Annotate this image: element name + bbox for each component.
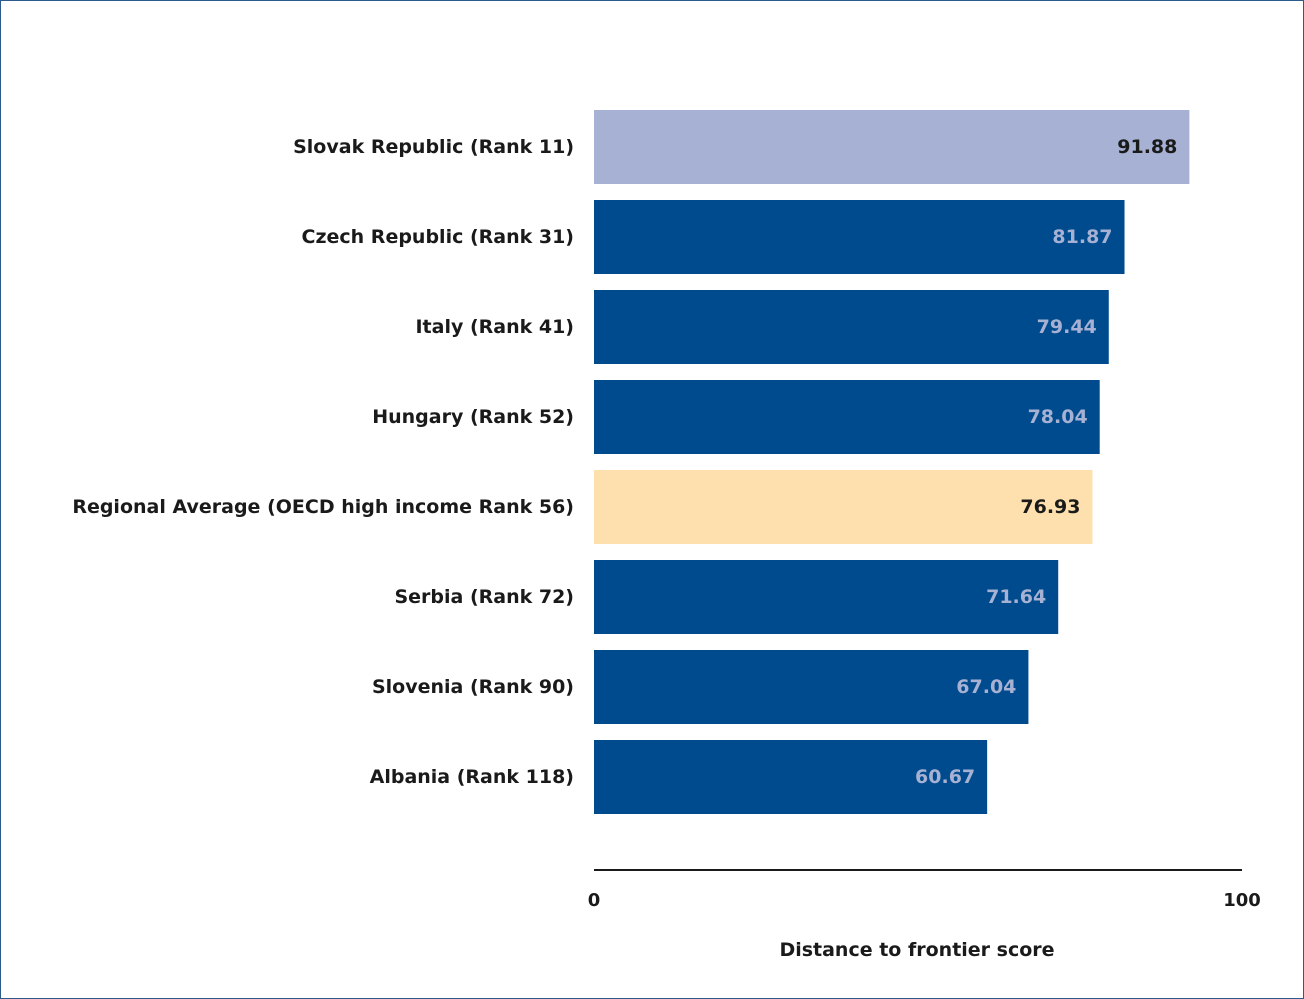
value-label: 71.64 (986, 586, 1046, 608)
bar (594, 740, 988, 814)
bar (594, 380, 1100, 454)
x-tick-label: 0 (588, 890, 601, 911)
category-label: Regional Average (OECD high income Rank … (72, 496, 574, 518)
bars-layer (594, 110, 1190, 814)
category-label: Slovak Republic (Rank 11) (293, 136, 574, 158)
category-label: Slovenia (Rank 90) (372, 676, 574, 698)
value-label: 91.88 (1117, 136, 1177, 158)
category-labels-layer: Slovak Republic (Rank 11) Czech Republic … (72, 136, 574, 788)
value-label: 81.87 (1052, 226, 1112, 248)
bar (594, 650, 1029, 724)
bar (594, 110, 1190, 184)
category-label: Hungary (Rank 52) (372, 406, 574, 428)
value-label: 79.44 (1037, 316, 1097, 338)
category-label: Serbia (Rank 72) (394, 586, 574, 608)
bar (594, 290, 1109, 364)
x-tick-labels-layer: 0 100 (588, 890, 1261, 911)
bar (594, 200, 1125, 274)
value-label: 78.04 (1028, 406, 1088, 428)
value-label: 60.67 (915, 766, 975, 788)
category-label: Czech Republic (Rank 31) (302, 226, 574, 248)
value-labels-layer: 91.88 81.87 79.44 78.04 76.93 71.64 67.04 60.67 (915, 136, 1177, 788)
x-axis-title: Distance to frontier score (779, 939, 1054, 961)
bar (594, 560, 1059, 634)
category-label: Albania (Rank 118) (370, 766, 574, 788)
category-label: Italy (Rank 41) (415, 316, 574, 338)
value-label: 76.93 (1020, 496, 1080, 518)
value-label: 67.04 (956, 676, 1016, 698)
bar (594, 470, 1093, 544)
x-tick-label: 100 (1223, 890, 1261, 911)
